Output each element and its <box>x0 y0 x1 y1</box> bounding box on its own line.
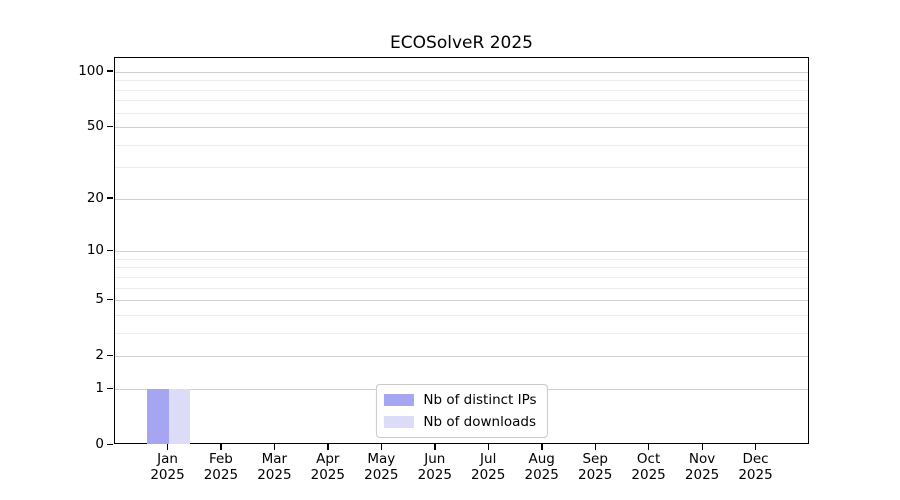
y-gridline-major <box>115 127 808 129</box>
x-tick <box>434 444 436 450</box>
x-tick-label: Jul 2025 <box>471 451 506 483</box>
y-gridline-major <box>115 356 808 358</box>
x-tick-label: Nov 2025 <box>684 451 720 483</box>
x-tick <box>380 444 383 450</box>
x-tick-label: Mar 2025 <box>257 451 292 483</box>
legend-item-distinct-ips: Nb of distinct IPs <box>383 392 537 408</box>
y-tick-label: 100 <box>78 62 104 79</box>
y-gridline-minor <box>115 144 808 146</box>
legend: Nb of distinct IPs Nb of downloads <box>375 384 548 438</box>
y-tick <box>107 125 113 128</box>
y-gridline-minor <box>115 100 808 102</box>
x-tick-label: Jun 2025 <box>417 451 452 483</box>
y-tick <box>107 197 113 199</box>
legend-label-distinct-ips: Nb of distinct IPs <box>423 392 537 408</box>
y-gridline-major <box>115 300 808 302</box>
y-gridline-major <box>115 71 808 73</box>
x-tick <box>541 444 543 450</box>
y-gridline-minor <box>115 167 808 169</box>
legend-label-downloads: Nb of downloads <box>423 414 536 430</box>
chart-title: ECOSolveR 2025 <box>390 33 533 53</box>
x-tick <box>755 444 757 450</box>
x-tick <box>220 444 222 450</box>
x-tick <box>167 444 169 450</box>
y-gridline-minor <box>115 332 808 334</box>
bar-downloads <box>168 389 190 444</box>
y-gridline-minor <box>115 287 808 289</box>
y-tick <box>107 443 113 445</box>
legend-swatch-distinct-ips-icon <box>383 394 414 406</box>
x-tick-label: Feb 2025 <box>203 451 239 483</box>
x-tick <box>273 444 276 450</box>
bar-distinct-ips <box>147 389 169 444</box>
legend-item-downloads: Nb of downloads <box>383 414 536 430</box>
y-tick-label: 0 <box>95 436 104 452</box>
x-tick-label: Dec 2025 <box>738 451 773 483</box>
x-tick <box>594 444 597 450</box>
y-tick <box>107 354 113 357</box>
y-gridline-minor <box>115 276 808 278</box>
x-tick-label: Aug 2025 <box>524 451 559 483</box>
y-tick-label: 20 <box>86 189 104 206</box>
y-gridline-minor <box>115 112 808 114</box>
x-tick <box>701 444 703 450</box>
y-tick-label: 5 <box>95 291 104 308</box>
x-tick <box>487 444 490 450</box>
x-tick-label: May 2025 <box>364 451 399 483</box>
plot-area: Nb of distinct IPs Nb of downloads <box>114 57 809 444</box>
y-gridline-minor <box>115 314 808 316</box>
y-tick <box>107 70 113 72</box>
y-tick <box>107 249 113 252</box>
bars-layer <box>115 58 808 444</box>
legend-swatch-downloads-icon <box>383 416 414 428</box>
y-tick-label: 10 <box>86 242 104 259</box>
y-gridline-minor <box>115 89 808 91</box>
x-tick-label: Jan 2025 <box>150 451 185 483</box>
y-gridline-minor <box>115 258 808 260</box>
y-tick-label: 1 <box>95 380 104 396</box>
y-tick-label: 2 <box>95 347 104 364</box>
x-tick <box>327 444 329 450</box>
y-gridline-minor <box>115 80 808 82</box>
y-tick <box>107 298 113 301</box>
x-tick-label: Sep 2025 <box>578 451 613 483</box>
x-tick-label: Apr 2025 <box>310 451 345 483</box>
x-tick-label: Oct 2025 <box>631 451 666 483</box>
y-gridline-major <box>115 251 808 253</box>
y-tick <box>107 387 113 389</box>
x-tick <box>648 444 650 450</box>
y-gridline-major <box>115 198 808 200</box>
y-gridline-minor <box>115 267 808 269</box>
y-tick-label: 50 <box>86 118 104 135</box>
